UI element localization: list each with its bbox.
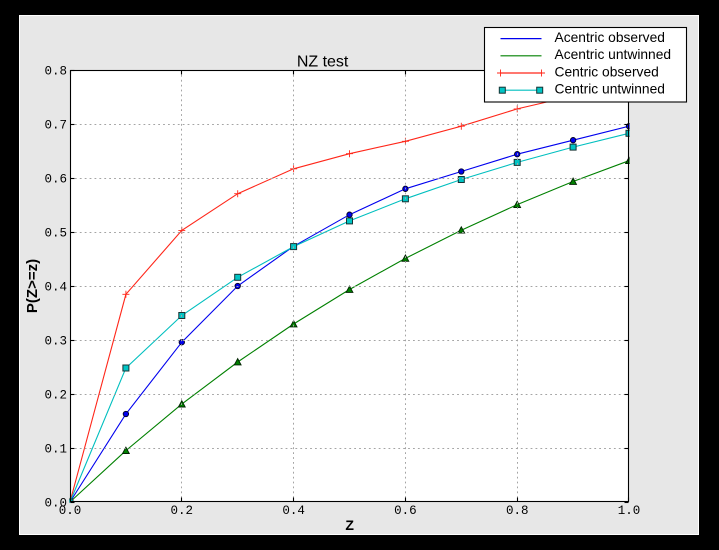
svg-text:0.5: 0.5 <box>44 226 67 240</box>
svg-text:Acentric untwinned: Acentric untwinned <box>555 47 672 62</box>
svg-text:Centric untwinned: Centric untwinned <box>555 82 665 97</box>
svg-text:0.3: 0.3 <box>44 334 67 348</box>
svg-text:0.8: 0.8 <box>44 64 67 78</box>
svg-text:Z: Z <box>345 517 354 533</box>
svg-text:0.7: 0.7 <box>44 118 67 132</box>
svg-text:0.0: 0.0 <box>59 504 82 518</box>
svg-text:0.0: 0.0 <box>44 496 67 510</box>
svg-text:P(Z>=z): P(Z>=z) <box>24 259 41 313</box>
svg-text:Centric observed: Centric observed <box>555 64 659 79</box>
svg-text:0.2: 0.2 <box>44 388 67 402</box>
svg-text:0.6: 0.6 <box>44 172 67 186</box>
svg-text:Acentric observed: Acentric observed <box>555 30 665 45</box>
svg-text:0.1: 0.1 <box>44 442 67 456</box>
svg-text:0.6: 0.6 <box>394 504 417 518</box>
svg-text:0.4: 0.4 <box>282 504 305 518</box>
svg-text:0.8: 0.8 <box>506 504 529 518</box>
svg-text:NZ test: NZ test <box>297 53 349 70</box>
svg-text:0.2: 0.2 <box>171 504 194 518</box>
svg-text:1.0: 1.0 <box>618 504 641 518</box>
svg-text:0.4: 0.4 <box>44 280 67 294</box>
